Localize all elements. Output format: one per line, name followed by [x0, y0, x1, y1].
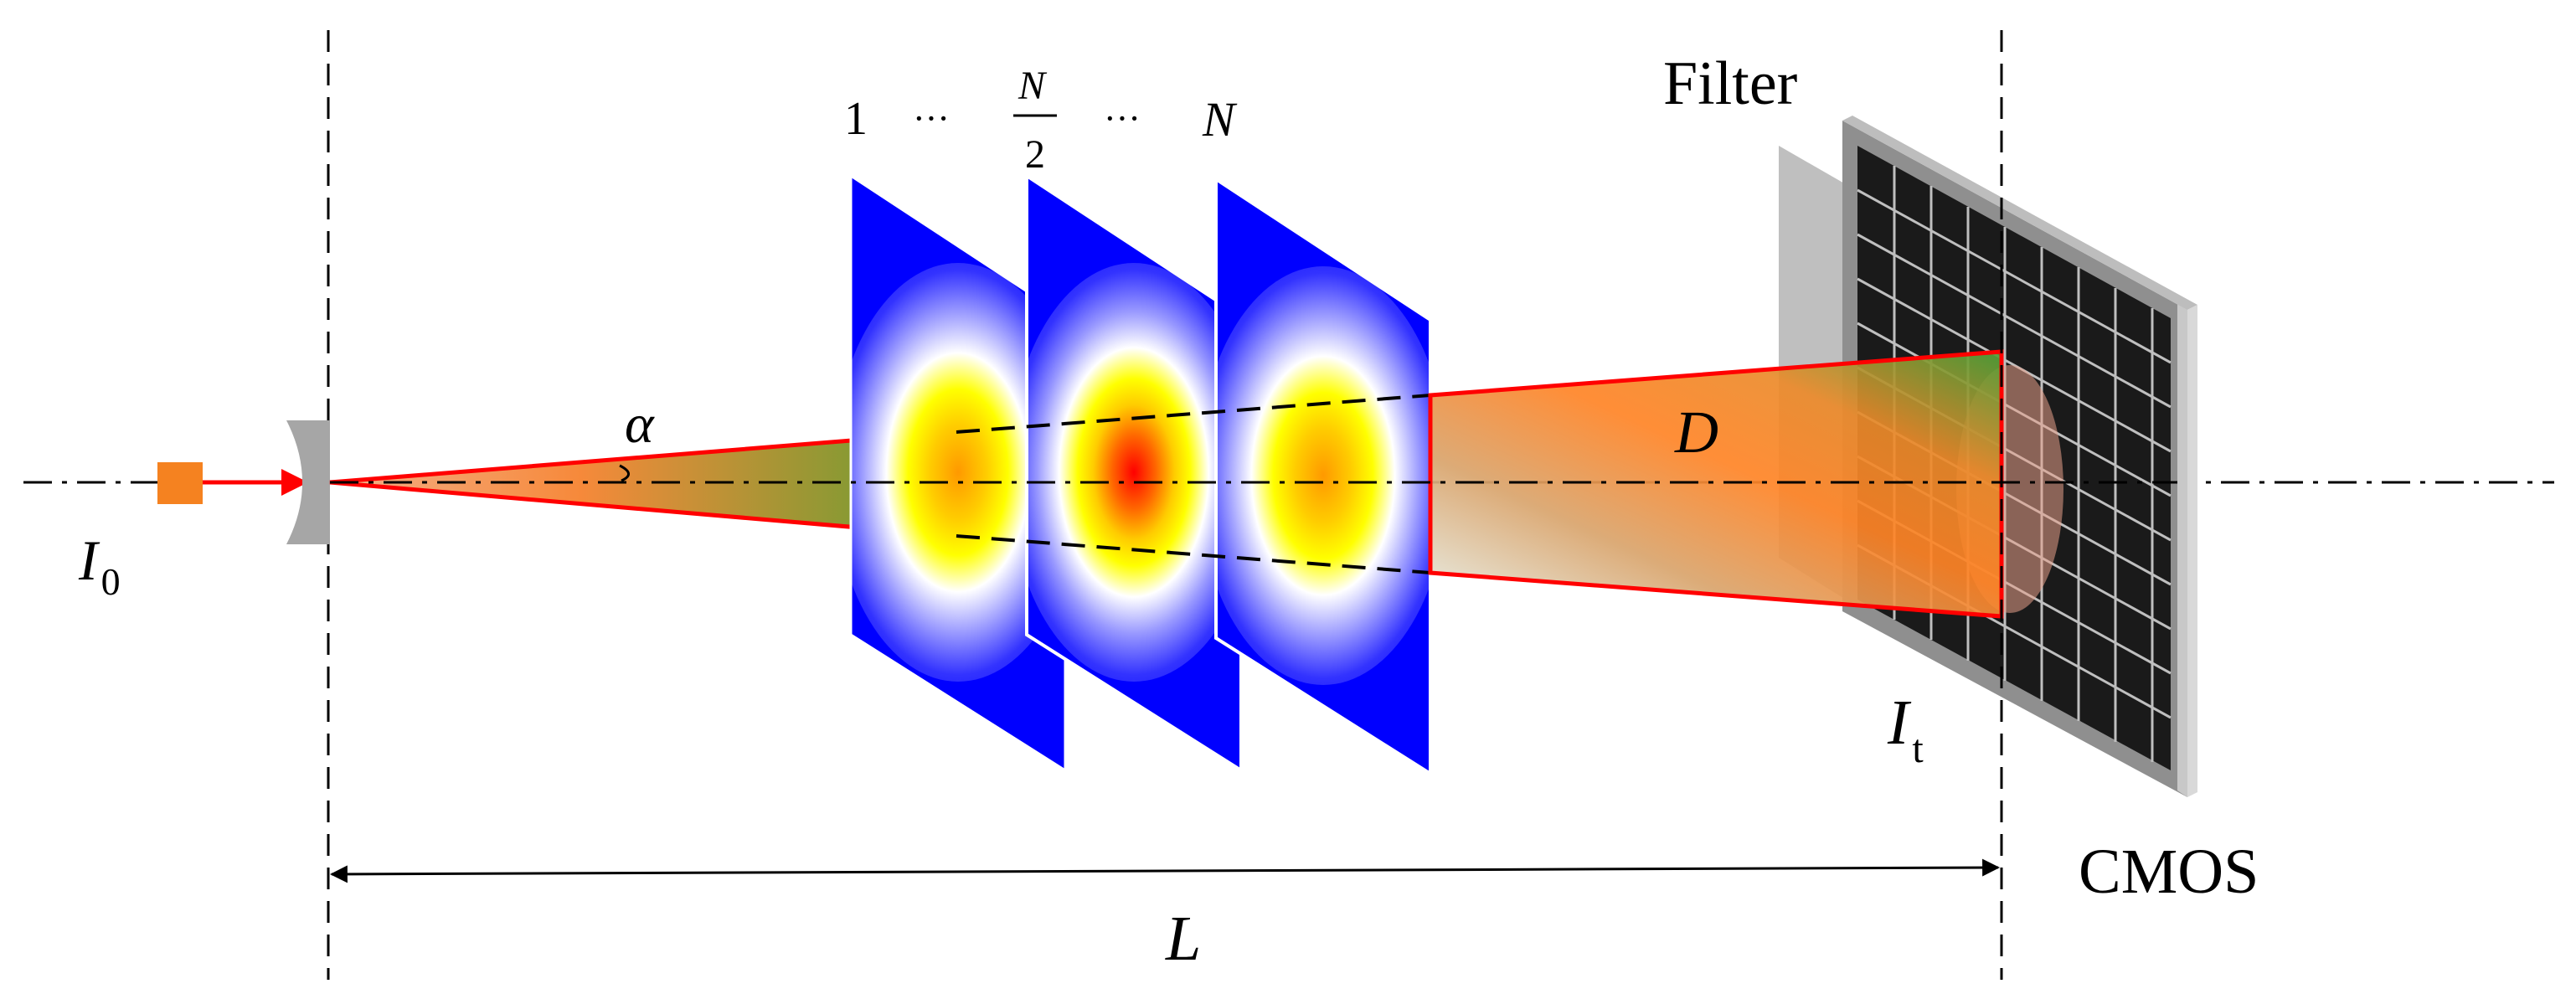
- filter-label: Filter: [1663, 49, 1797, 118]
- beam-envelope-upper: [956, 394, 1431, 434]
- screen-first-label: 1: [844, 93, 868, 145]
- laser-source-icon: [157, 462, 203, 504]
- phase-screen-last: [1216, 179, 1430, 774]
- ellipsis-right-label: ···: [1104, 98, 1141, 139]
- output-intensity-label: It: [1887, 687, 1924, 771]
- lens-icon: [286, 420, 330, 544]
- beam-cone-far: [1428, 349, 2004, 619]
- beam-diameter-label: D: [1674, 399, 1718, 466]
- screen-mid-denominator: 2: [1025, 132, 1045, 177]
- phase-screen-1: [851, 176, 1065, 770]
- path-length-arrow: [329, 858, 2001, 883]
- phase-screen-mid: [1027, 176, 1241, 770]
- input-intensity-label: I0: [78, 528, 121, 603]
- path-length-label: L: [1165, 904, 1201, 974]
- sensor-label: CMOS: [2079, 837, 2259, 907]
- divergence-angle-label: α: [625, 394, 655, 455]
- cmos-sensor: [1842, 116, 2197, 797]
- divergence-angle-arc: [619, 464, 630, 482]
- beam-envelope-lower: [956, 534, 1431, 574]
- screen-mid-numerator: N: [1018, 64, 1048, 108]
- source-arrow-icon: [281, 469, 308, 496]
- screen-last-label: N: [1202, 92, 1238, 147]
- ellipsis-left-label: ···: [913, 98, 950, 139]
